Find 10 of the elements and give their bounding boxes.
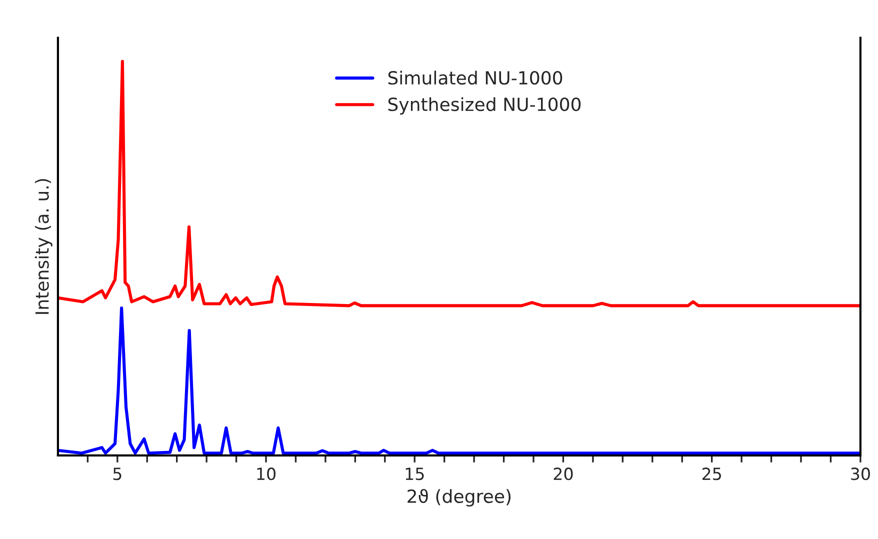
- legend-label: Synthesized NU-1000: [388, 97, 581, 115]
- legend-label: Simulated NU-1000: [388, 70, 562, 85]
- x-tick-label: 10: [257, 468, 276, 480]
- x-axis-title: 2ϑ (degree): [408, 488, 511, 507]
- x-tick-label: 25: [702, 468, 721, 480]
- x-tick-label: 5: [113, 468, 122, 480]
- x-tick-label: 20: [554, 468, 573, 480]
- x-tick-label: 15: [406, 468, 424, 480]
- x-tick-label: 30: [851, 468, 870, 480]
- y-axis-title: Intensity (a. u.): [34, 179, 52, 314]
